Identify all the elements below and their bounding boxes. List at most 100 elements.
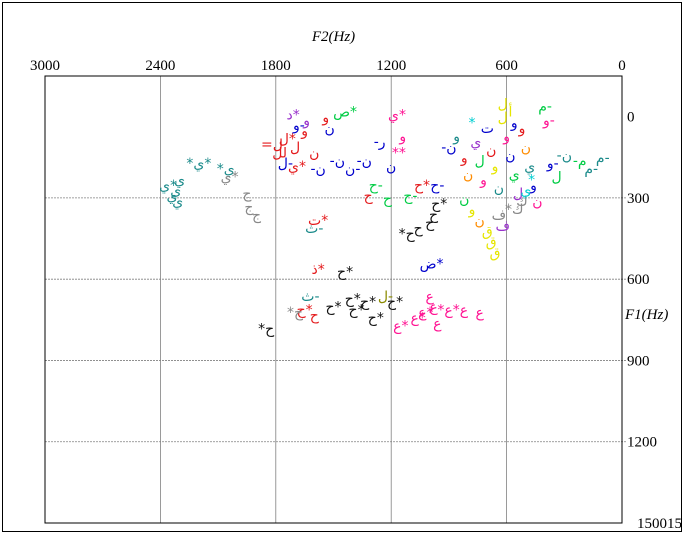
data-point: و — [398, 129, 406, 145]
data-point: ل* — [279, 132, 296, 148]
data-point: ع — [433, 316, 442, 332]
data-point: -ن — [330, 153, 345, 169]
data-point: و — [491, 159, 499, 175]
data-point: و — [529, 178, 537, 194]
x-tick-label: 600 — [495, 58, 518, 74]
data-point: ي* — [221, 170, 239, 186]
data-point: ي — [170, 183, 181, 199]
y-tick-label: 0 — [627, 110, 635, 126]
data-point: ل- — [278, 156, 293, 172]
data-point: ل — [513, 186, 523, 202]
data-point: ع* — [393, 319, 408, 335]
data-point: ق — [490, 246, 501, 262]
data-point: ي* — [388, 107, 406, 123]
data-point: -م — [573, 153, 587, 169]
data-point: ع — [425, 289, 434, 305]
data-point: -ر — [374, 134, 386, 150]
data-point: ** — [392, 145, 406, 161]
data-point: ف — [495, 218, 510, 234]
data-point: و — [300, 124, 308, 140]
data-point: ح — [414, 221, 424, 237]
data-point: ي — [174, 172, 185, 188]
data-point: ن — [521, 140, 531, 156]
data-point: د* — [286, 107, 299, 123]
data-point: م- — [538, 99, 552, 115]
x-axis-ticks: 3000 2400 1800 1200 600 0 — [30, 58, 626, 74]
data-point: ذ* — [311, 262, 324, 278]
data-point: ج — [242, 186, 252, 202]
data-point: ح* — [349, 302, 365, 318]
data-point: ح- — [403, 189, 417, 205]
data-point: و — [510, 115, 518, 131]
x-tick-label: 2400 — [145, 58, 175, 74]
data-point: ض* — [420, 256, 444, 272]
data-point: ح- — [369, 178, 383, 194]
data-point: ك — [516, 194, 528, 210]
data-point: -ن — [357, 153, 372, 169]
data-point: ح* — [360, 294, 376, 310]
data-point: ن- — [345, 162, 360, 178]
data-point: ن — [463, 167, 473, 183]
data-point: ن — [459, 191, 469, 207]
y-tick-label: 1200 — [627, 435, 657, 451]
data-point: ح — [364, 189, 374, 205]
data-point: ح — [425, 216, 435, 232]
data-point: ح* — [368, 311, 384, 327]
data-point: م- — [596, 151, 610, 167]
y-tick-label: 150015 — [637, 516, 682, 532]
data-point: ح* — [345, 292, 361, 308]
data-point: ح — [429, 208, 439, 224]
data-point: ن — [532, 194, 542, 210]
data-point: *ح — [258, 321, 275, 337]
data-point: ل — [475, 153, 485, 169]
data-point: و — [479, 172, 487, 188]
y-tick-label: 600 — [627, 272, 650, 288]
data-point: ل — [290, 140, 300, 156]
data-point: ي* — [159, 178, 177, 194]
data-point: ع* — [410, 311, 425, 327]
data-point: ع — [429, 300, 438, 316]
data-point: ح* — [431, 197, 447, 213]
data-point: -ن — [441, 140, 456, 156]
data-point: و- — [542, 113, 555, 129]
data-point: *ك — [505, 202, 524, 218]
data-point: ي — [172, 194, 183, 210]
formant-scatter-chart: 3000 2400 1800 1200 600 0 0 300 600 900 1200 15001… — [30, 29, 682, 532]
data-point: م- — [584, 162, 598, 178]
x-axis-title: F2(Hz) — [311, 29, 355, 45]
data-point: ث- — [301, 289, 319, 305]
data-point: ح* — [297, 302, 313, 318]
x-tick-label: 3000 — [30, 58, 60, 74]
data-point: -ن — [310, 162, 325, 178]
data-point: * — [468, 115, 475, 131]
data-point: *ي — [217, 162, 235, 178]
data-point: و — [460, 151, 468, 167]
data-point: ي — [520, 183, 531, 199]
data-point: ل- — [378, 289, 393, 305]
data-point: ح* — [325, 300, 341, 316]
data-point: و- — [546, 156, 559, 172]
data-point: ل — [498, 97, 508, 113]
data-point: ع* — [418, 305, 433, 321]
data-point: ي — [166, 189, 177, 205]
y-axis-title: F1(Hz) — [624, 307, 668, 323]
plot-area-border — [44, 75, 623, 524]
data-point: * — [528, 172, 535, 188]
data-point: ح- — [430, 178, 444, 194]
data-point: =ل — [261, 137, 283, 153]
data-point: ف — [492, 208, 507, 224]
data-point: ن — [494, 180, 504, 196]
data-point: ح — [383, 191, 393, 207]
data-point: ح — [310, 308, 320, 324]
data-point: أ — [509, 103, 513, 121]
data-point: ي — [470, 134, 481, 150]
data-point: ح* — [337, 264, 353, 280]
data-point: ج — [244, 199, 254, 215]
data-point: ث- — [305, 221, 323, 237]
data-point: ل — [552, 170, 562, 186]
data-point: ن — [309, 145, 319, 161]
data-point: ل — [498, 110, 508, 126]
grid-lines — [45, 76, 626, 523]
